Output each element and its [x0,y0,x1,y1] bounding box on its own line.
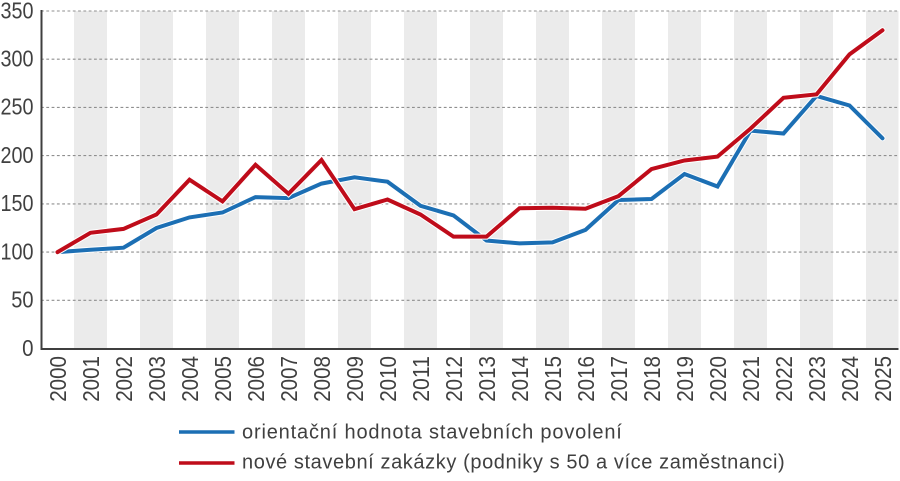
svg-text:2007: 2007 [276,356,302,402]
svg-text:150: 150 [1,190,34,216]
svg-text:2009: 2009 [342,356,368,402]
svg-text:2012: 2012 [441,356,467,402]
svg-text:50: 50 [11,287,33,313]
svg-text:2013: 2013 [474,356,500,402]
svg-text:2022: 2022 [771,356,797,402]
svg-text:2006: 2006 [243,356,269,402]
svg-text:200: 200 [1,142,34,168]
svg-text:2004: 2004 [177,356,203,402]
svg-text:2021: 2021 [738,356,764,402]
svg-text:2001: 2001 [78,356,104,402]
svg-text:100: 100 [1,238,34,264]
svg-text:2023: 2023 [804,356,830,402]
svg-text:nové stavební zakázky (podniky: nové stavební zakázky (podniky s 50 a ví… [242,452,785,474]
svg-text:2017: 2017 [606,356,632,402]
svg-text:2005: 2005 [210,356,236,402]
svg-text:300: 300 [1,46,34,72]
svg-text:2008: 2008 [309,356,335,402]
svg-text:0: 0 [22,335,33,361]
svg-text:2000: 2000 [45,356,71,402]
svg-text:2003: 2003 [144,356,170,402]
svg-text:2020: 2020 [705,356,731,402]
svg-text:2010: 2010 [375,356,401,402]
svg-text:2025: 2025 [870,356,896,402]
svg-text:2016: 2016 [573,356,599,402]
svg-text:2014: 2014 [507,356,533,402]
svg-text:350: 350 [1,0,34,23]
svg-text:2024: 2024 [837,356,863,402]
svg-text:2019: 2019 [672,356,698,402]
svg-text:2011: 2011 [408,356,434,402]
svg-text:2002: 2002 [111,356,137,402]
svg-text:250: 250 [1,94,34,120]
svg-text:2018: 2018 [639,356,665,402]
svg-text:2015: 2015 [540,356,566,402]
svg-text:orientační hodnota stavebních: orientační hodnota stavebních povolení [242,422,623,444]
